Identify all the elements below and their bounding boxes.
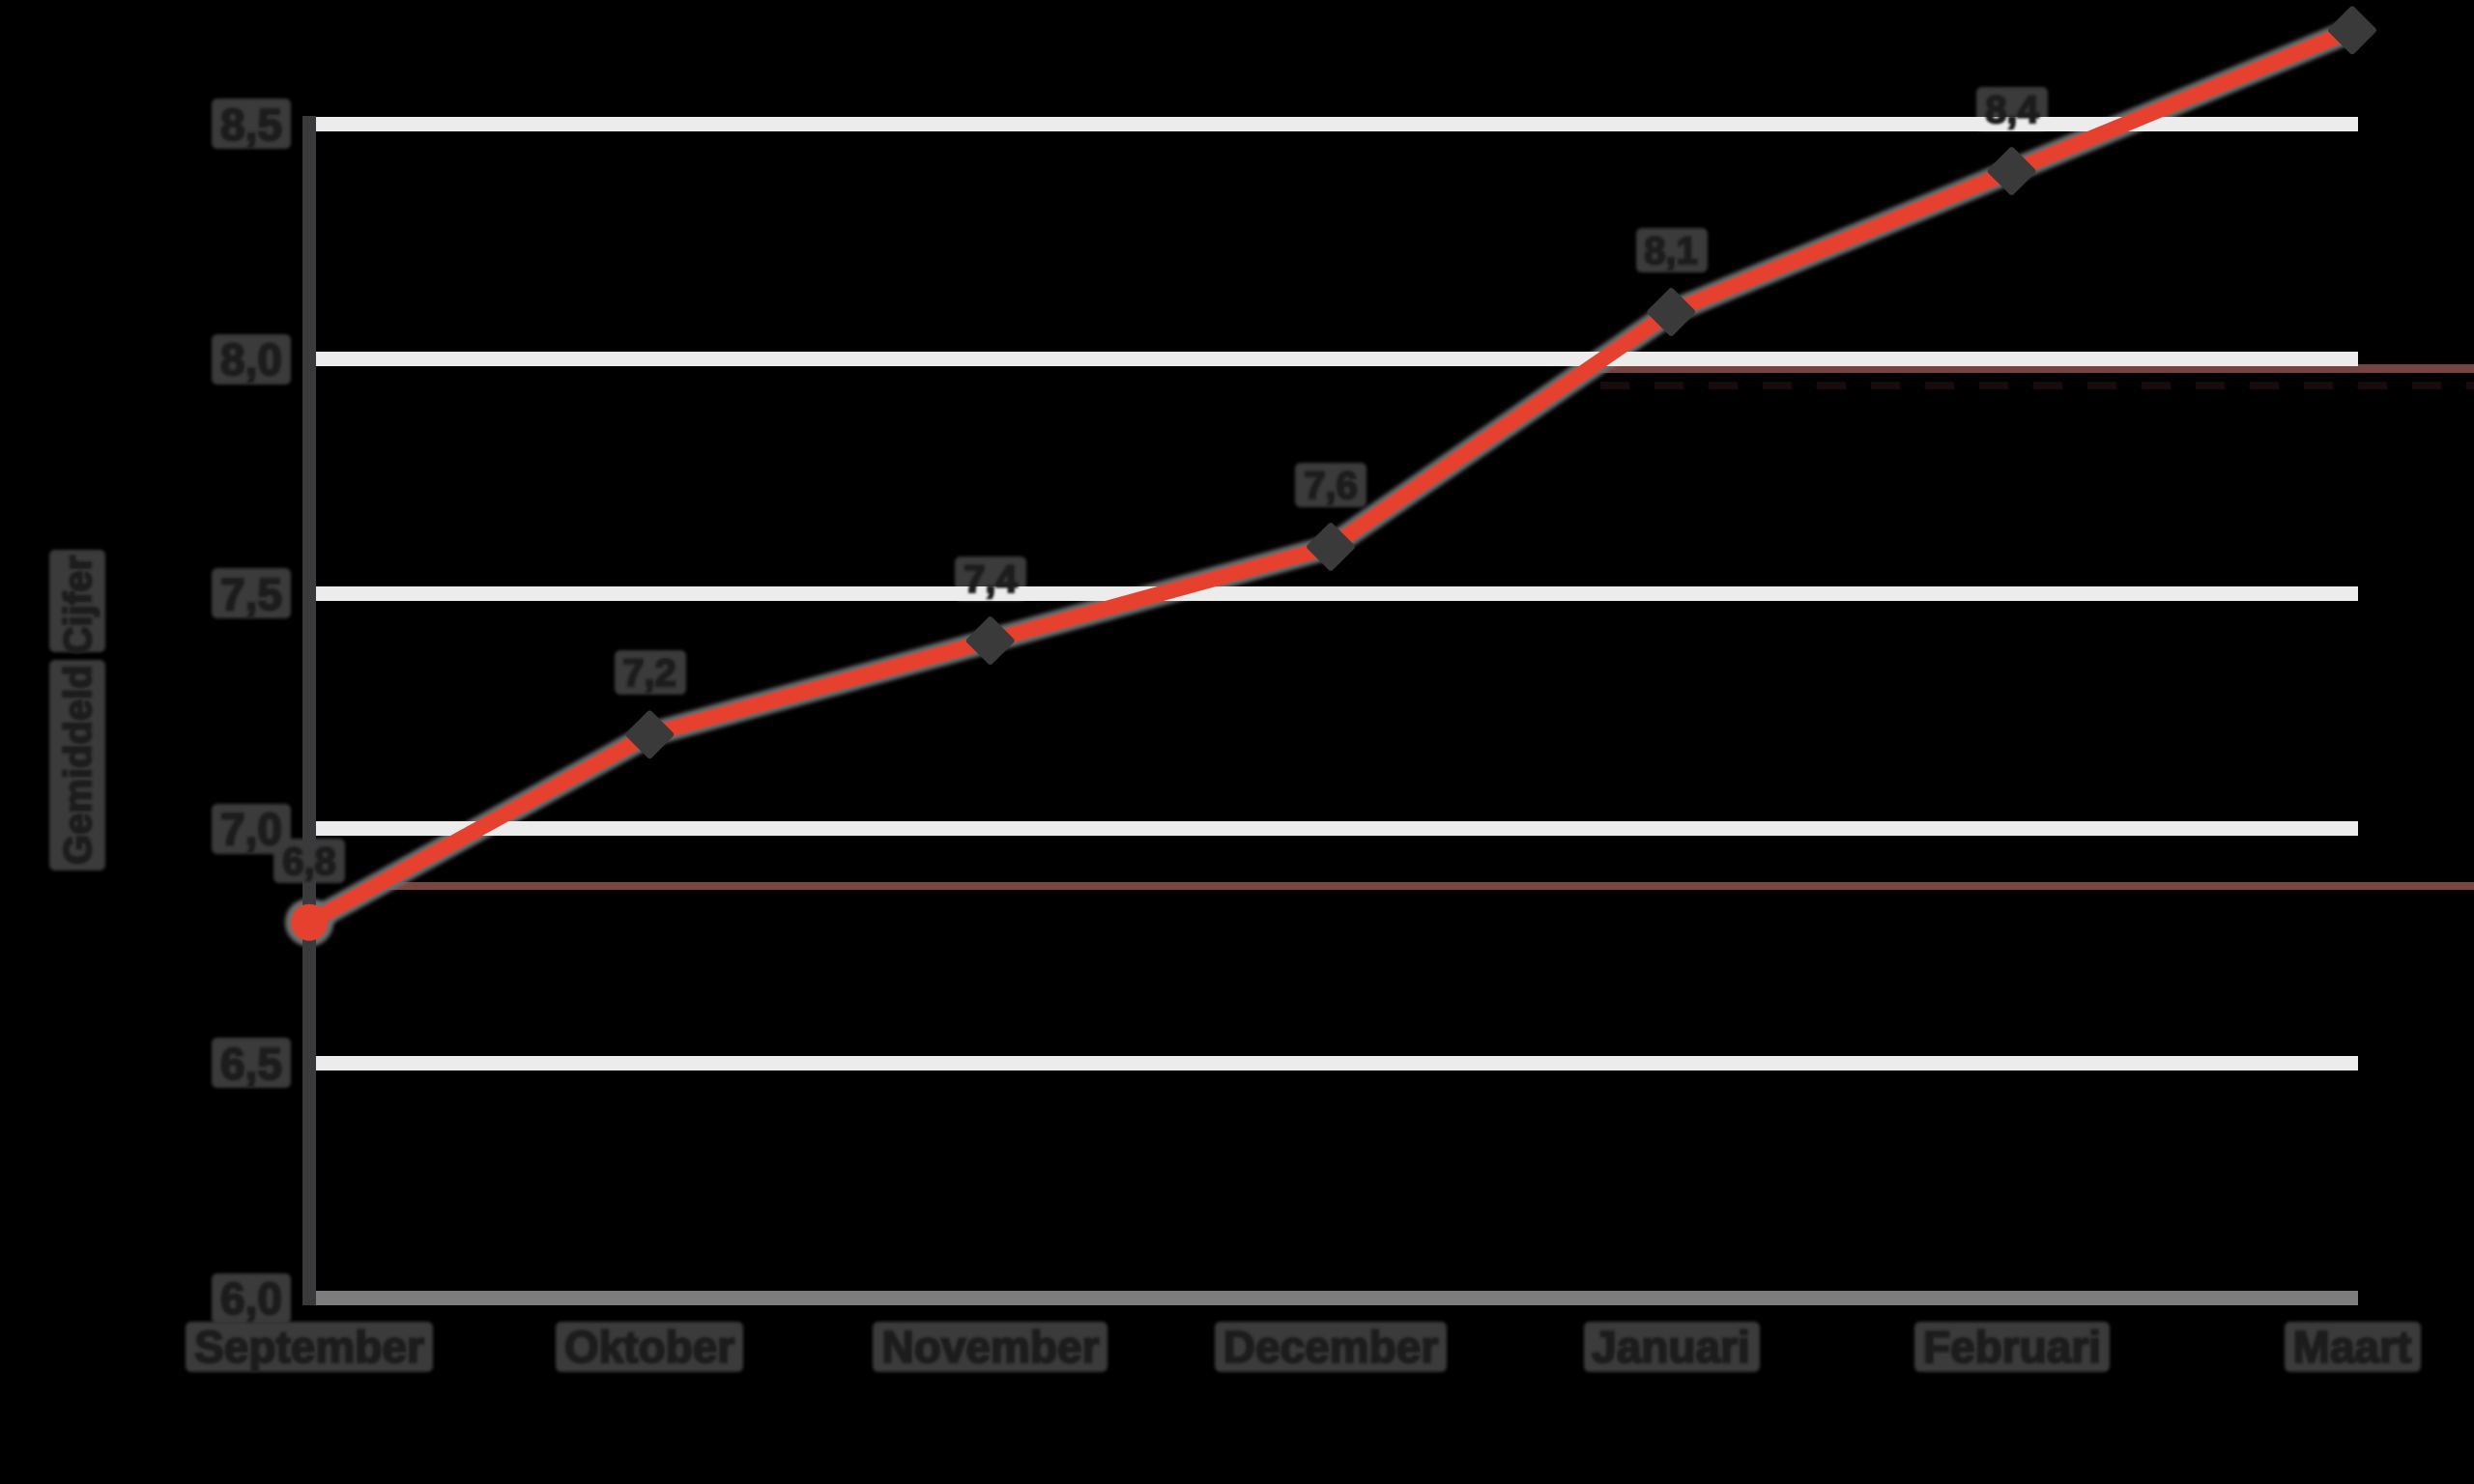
svg-text:7,0: 7,0 [220,804,282,854]
svg-text:6,5: 6,5 [220,1039,282,1089]
svg-text:7,4: 7,4 [964,558,1018,601]
svg-text:7,5: 7,5 [220,569,282,619]
svg-text:8,0: 8,0 [220,334,282,385]
svg-text:Februari: Februari [1923,1322,2101,1372]
svg-text:8,4: 8,4 [1985,89,2039,131]
svg-text:Oktober: Oktober [564,1322,734,1372]
svg-text:November: November [882,1322,1100,1372]
svg-text:7,2: 7,2 [622,652,676,695]
svg-text:Maart: Maart [2293,1322,2412,1372]
svg-text:Gemiddeld Cijfer: Gemiddeld Cijfer [57,556,100,865]
svg-text:7,6: 7,6 [1304,465,1358,507]
svg-text:6,8: 6,8 [282,841,336,883]
svg-text:December: December [1223,1322,1439,1372]
svg-text:6,0: 6,0 [220,1273,282,1324]
svg-text:Januari: Januari [1592,1322,1750,1372]
svg-text:8,1: 8,1 [1644,230,1698,272]
svg-text:September: September [194,1322,424,1372]
svg-text:8,5: 8,5 [220,100,282,150]
